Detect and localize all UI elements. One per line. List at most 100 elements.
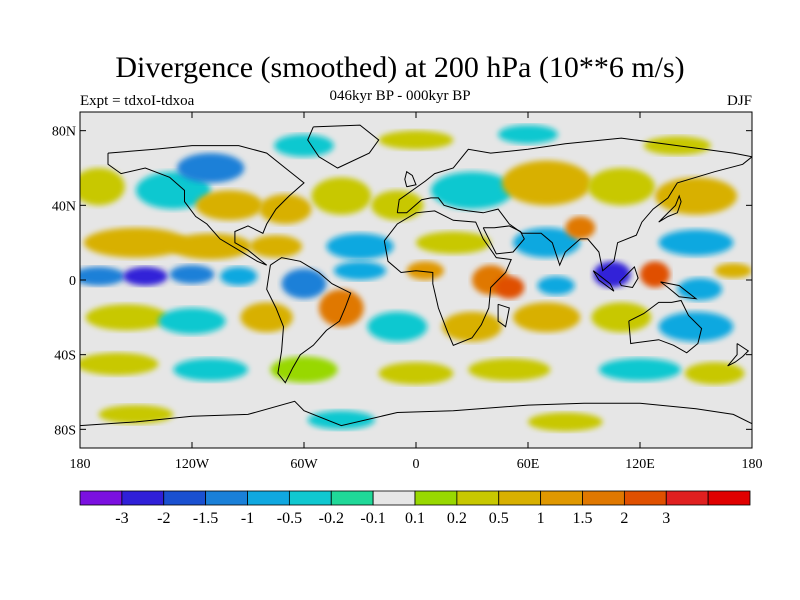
colorbar-swatch: [582, 490, 625, 506]
colorbar-label: -0.2: [319, 510, 344, 527]
field-blob: [537, 276, 575, 295]
field-blob: [378, 130, 454, 150]
colorbar-swatch: [498, 490, 542, 506]
colorbar-swatch: [79, 490, 123, 506]
colorbar-swatch: [414, 490, 458, 506]
field-blob: [684, 362, 745, 385]
field-blob: [591, 302, 652, 333]
field-blob: [173, 358, 248, 381]
x-tick-label: 180: [742, 457, 763, 472]
field-blob: [158, 308, 226, 335]
coastline: [383, 210, 512, 346]
field-blob: [677, 278, 723, 301]
field-blob: [311, 177, 372, 215]
colorbar-swatch: [288, 490, 332, 506]
field-blob: [494, 276, 525, 299]
colorbar-label: -0.5: [277, 510, 302, 527]
coastline: [497, 303, 510, 328]
field-blob: [367, 311, 428, 342]
field-blob: [416, 231, 491, 254]
field-blob: [333, 261, 387, 280]
colorbar-label: 0.5: [489, 510, 509, 527]
colorbar-label: 2: [620, 510, 628, 527]
field-blob: [122, 266, 168, 286]
coastline: [619, 265, 639, 289]
field-blob: [378, 362, 454, 385]
x-tick-label: 180: [70, 457, 91, 472]
colorbar-label: 1: [537, 510, 545, 527]
field-blob: [598, 358, 682, 381]
field-blob: [169, 265, 215, 284]
y-tick-label: 0: [69, 274, 76, 289]
field-blob: [83, 227, 189, 258]
coastline: [307, 124, 380, 169]
x-tick-label: 120E: [625, 457, 655, 472]
colorbar-swatch: [540, 490, 583, 506]
coastline: [658, 194, 682, 223]
field-blob: [318, 289, 364, 327]
x-axis: 180 120W 60W 0 60E 120E 180: [70, 112, 763, 472]
field-blob: [513, 227, 581, 258]
field-blob: [220, 266, 258, 286]
field-blob: [371, 190, 424, 221]
colorbar-label: 0.2: [447, 510, 467, 527]
experiment-label: Expt = tdxoI-tdxoa: [80, 93, 195, 109]
colorbar-swatch: [665, 490, 709, 506]
field-blob: [195, 190, 263, 221]
colorbar-label: 0.1: [405, 510, 425, 527]
field-blob: [501, 160, 592, 206]
field-blob: [658, 229, 734, 256]
field-blob: [80, 168, 125, 206]
colorbar-label: -2: [157, 510, 170, 527]
field-blob: [259, 194, 312, 224]
x-tick-label: 0: [413, 457, 420, 472]
colorbar: -3 -2 -1.5 -1 -0.5 -0.2 -0.1 0.1 0.2 0.5 1 1.5 2 3: [79, 490, 751, 527]
field-blob: [468, 358, 551, 381]
coastline: [266, 257, 352, 384]
field-blob: [240, 302, 293, 333]
y-tick-label: 80N: [52, 125, 76, 140]
field-blob: [80, 266, 125, 286]
colorbar-label: -3: [115, 510, 128, 527]
coastline: [482, 225, 525, 255]
field-blob: [587, 168, 655, 206]
field-blob: [654, 177, 738, 215]
colorbar-swatch: [205, 490, 248, 506]
field-blob: [640, 261, 670, 288]
field-blob: [136, 171, 211, 210]
coastlines: [80, 124, 752, 427]
colorbar-swatch: [372, 490, 416, 506]
field-blob: [169, 233, 252, 260]
field-blob: [658, 311, 734, 342]
colorbar-label: 3: [662, 510, 670, 527]
field-blob: [528, 412, 603, 432]
colorbar-label: 1.5: [573, 510, 593, 527]
field-blob: [565, 216, 596, 239]
y-tick-label: 40N: [52, 199, 76, 214]
coastline: [107, 145, 305, 266]
chart-title: Divergence (smoothed) at 200 hPa (10**6 …: [115, 51, 685, 84]
field-blob: [177, 153, 245, 183]
coastline: [80, 400, 752, 427]
season-label: DJF: [726, 93, 752, 109]
field-blob: [513, 302, 581, 333]
field-blob: [274, 134, 334, 157]
field-blob: [307, 410, 375, 430]
y-tick-label: 40S: [54, 349, 76, 364]
chart-subtitle: 046kyr BP - 000kyr BP: [329, 88, 471, 104]
field-blob: [270, 356, 338, 383]
colorbar-swatch: [247, 490, 290, 506]
colorbar-swatch: [330, 490, 374, 506]
field-blob: [593, 261, 631, 288]
coastline: [592, 270, 615, 292]
x-tick-label: 60E: [517, 457, 540, 472]
coastline: [396, 137, 752, 272]
colorbar-label: -1.5: [193, 510, 218, 527]
field-blob: [249, 235, 303, 258]
field-blob: [430, 171, 514, 210]
x-tick-label: 60W: [290, 457, 318, 472]
field-blob: [281, 268, 327, 299]
colorbar-swatch: [623, 490, 667, 506]
field-blob: [498, 125, 558, 144]
coastline: [628, 299, 703, 354]
